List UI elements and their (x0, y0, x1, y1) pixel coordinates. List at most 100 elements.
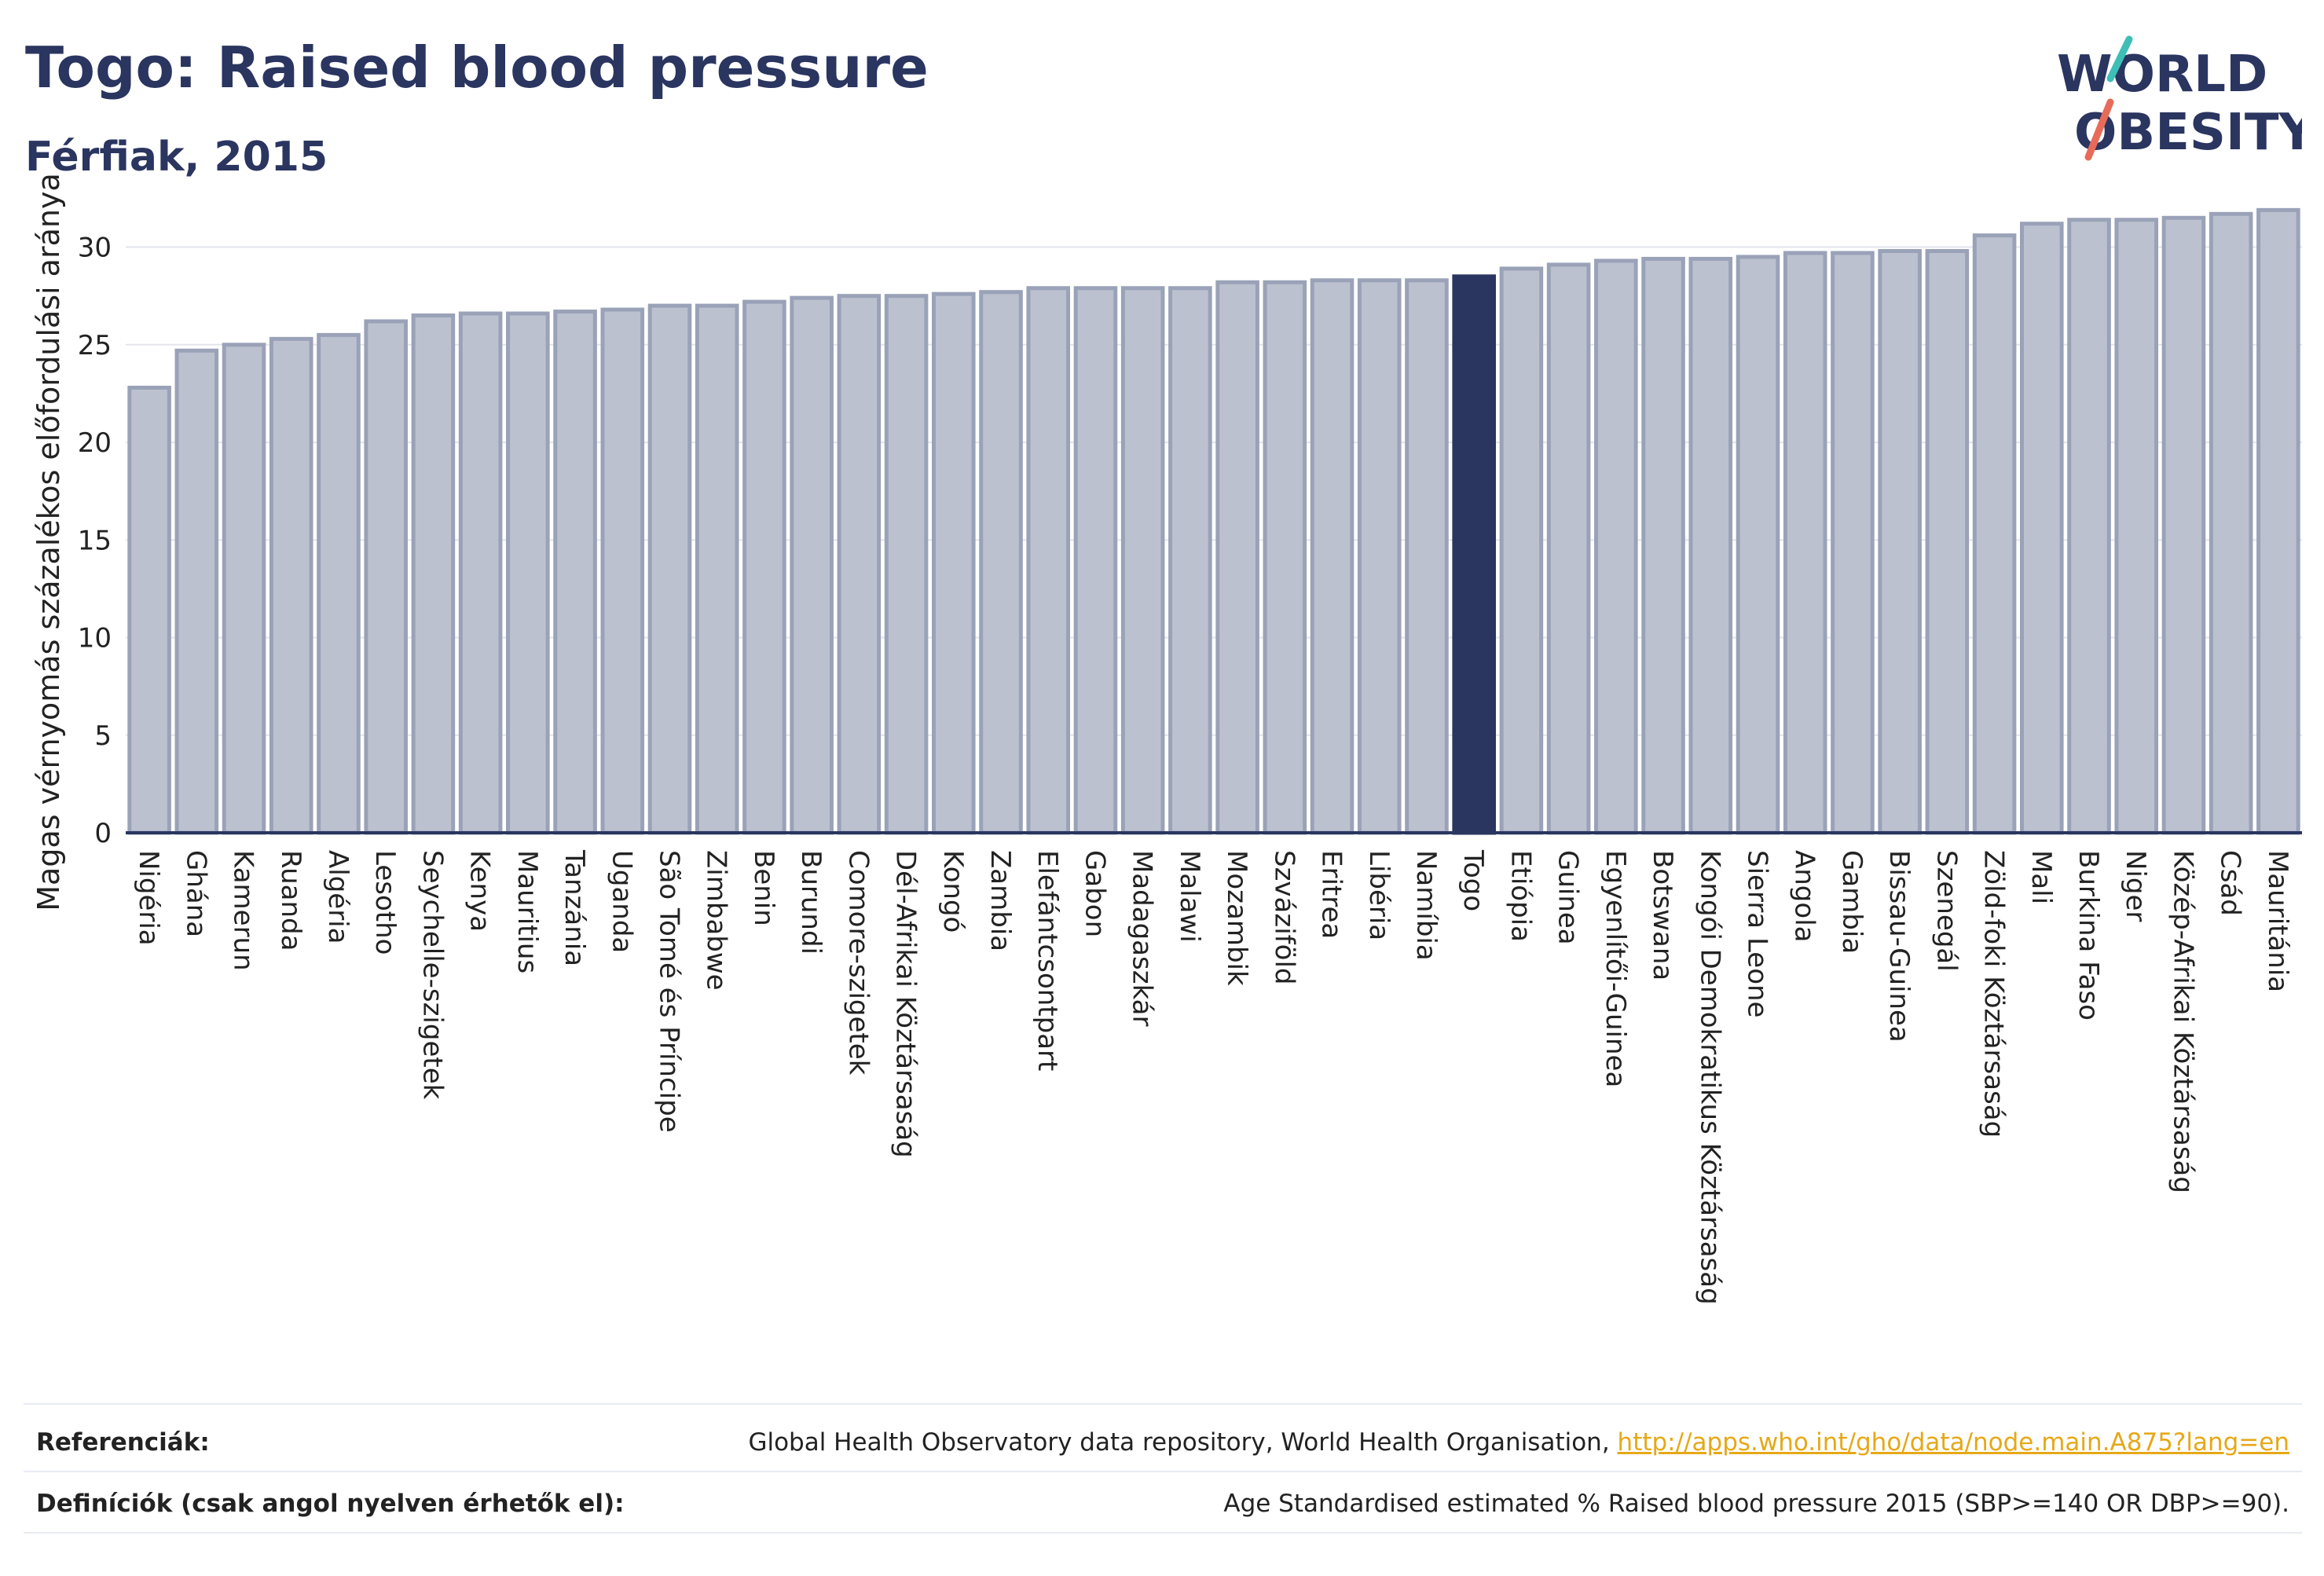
x-tick-label: Elefántcsontpart (1032, 850, 1063, 1071)
x-tick-label: Csád (2215, 850, 2246, 916)
bar (884, 294, 929, 835)
bar (2020, 222, 2064, 835)
bar (1641, 256, 1685, 835)
bar (600, 307, 645, 835)
x-tick-label: Zambia (984, 850, 1016, 951)
x-tick-label: Mauritius (511, 850, 543, 973)
y-tick-label: 15 (78, 525, 112, 556)
bar (174, 348, 219, 835)
bar (1073, 286, 1118, 835)
bar (790, 295, 834, 835)
x-tick-label: Burkina Faso (2073, 850, 2104, 1021)
bar (837, 294, 882, 835)
x-tick-label: Seychelle-szigetek (416, 850, 448, 1100)
footer-divider-middle (24, 1471, 2302, 1472)
references-link[interactable]: http://apps.who.int/gho/data/node.main.A… (1617, 1428, 2289, 1457)
bar (1310, 278, 1354, 835)
bar (269, 336, 313, 835)
x-tick-label: Ghána (180, 850, 211, 937)
x-tick-label: Eritrea (1316, 850, 1347, 939)
bar (1357, 278, 1402, 835)
x-tick-label: Algéria (322, 850, 354, 944)
x-tick-label: Mauritánia (2262, 850, 2293, 992)
bar (1783, 251, 1827, 835)
x-tick-label: Botswana (1647, 850, 1678, 980)
x-tick-label: Mali (2025, 850, 2057, 904)
x-tick-label: Malawi (1174, 850, 1205, 943)
bar (1831, 251, 1875, 835)
x-tick-label: Szváziföld (1268, 850, 1299, 984)
x-tick-label: Dél-Afrikai Köztársaság (890, 850, 922, 1158)
x-tick-label: Ruanda (275, 850, 306, 951)
x-tick-label: Burundi (795, 850, 827, 955)
x-tick-label: Togo (1457, 849, 1489, 911)
bar (364, 319, 408, 835)
x-tick-label: Zöld-foki Köztársaság (1978, 850, 2010, 1138)
bar (222, 343, 266, 835)
x-tick-label: Bissau-Guinea (1883, 850, 1915, 1043)
bar (317, 332, 361, 835)
bar (1878, 249, 1922, 835)
page-title: Togo: Raised blood pressure (25, 35, 929, 101)
y-tick-label: 30 (78, 233, 112, 264)
definitions-value: Age Standardised estimated % Raised bloo… (1223, 1490, 2289, 1518)
bar (1736, 255, 1780, 835)
definitions-label: Definíciók (csak angol nyelven érhetők e… (36, 1490, 625, 1518)
x-tick-label: Gambia (1836, 850, 1868, 954)
bar (932, 291, 976, 835)
references-label: Referenciák: (36, 1428, 210, 1457)
x-tick-label: Comore-szigetek (842, 850, 874, 1076)
world-obesity-logo: WORLD OBESITY (2057, 35, 2302, 162)
y-tick-label: 20 (78, 427, 112, 459)
x-tick-label: Kamerun (228, 850, 259, 971)
bar (506, 311, 550, 835)
x-tick-label: São Tomé és Príncipe (654, 850, 685, 1133)
references-value: Global Health Observatory data repositor… (748, 1428, 2289, 1457)
bar (1594, 258, 1638, 835)
x-tick-label: Guinea (1552, 850, 1584, 945)
footer-divider-top (24, 1403, 2302, 1405)
x-tick-label: Libéria (1363, 850, 1395, 940)
x-tick-label: Sierra Leone (1742, 850, 1773, 1017)
x-tick-label: Tanzánia (559, 849, 590, 966)
x-tick-label: Benin (748, 850, 779, 926)
logo-line1: WORLD (2057, 46, 2267, 104)
x-tick-label: Madagaszkár (1127, 850, 1158, 1026)
bar (127, 385, 171, 835)
bar (742, 299, 786, 835)
bar (2067, 218, 2111, 835)
bar (1168, 286, 1212, 835)
definitions-row: Definíciók (csak angol nyelven érhetők e… (24, 1490, 2302, 1521)
y-tick-label: 25 (78, 330, 112, 361)
bar (1263, 280, 1307, 835)
bar (1405, 278, 1449, 835)
bar (1026, 286, 1071, 835)
bar (2256, 207, 2300, 835)
x-tick-label: Zimbabwe (701, 850, 732, 991)
bar (647, 303, 692, 835)
x-tick-label: Nigéria (133, 850, 164, 946)
bar (1215, 280, 1259, 835)
bar (1972, 233, 2017, 835)
x-tick-label: Niger (2120, 850, 2151, 922)
y-tick-label: 5 (94, 720, 112, 752)
x-tick-label: Kongó (937, 850, 969, 933)
bar (411, 313, 456, 835)
references-row: Referenciák: Global Health Observatory d… (24, 1428, 2302, 1460)
x-tick-label: Uganda (606, 850, 637, 953)
x-tick-label: Namíbia (1410, 850, 1442, 961)
bar (1925, 249, 1970, 835)
bar (695, 303, 739, 835)
x-tick-label: Etiópia (1505, 850, 1536, 942)
bar (553, 310, 597, 835)
bar (1688, 256, 1733, 835)
page-subtitle: Férfiak, 2015 (25, 134, 328, 181)
x-tick-label: Kongói Demokratikus Köztársaság (1694, 850, 1725, 1305)
bar (979, 290, 1023, 835)
bar-highlighted (1452, 274, 1496, 835)
x-tick-label: Lesotho (369, 850, 401, 955)
x-tick-label: Kenya (464, 850, 496, 932)
x-tick-label: Angola (1789, 850, 1820, 942)
y-tick-label: 10 (78, 623, 112, 654)
logo-line2: OBESITY (2074, 104, 2302, 162)
